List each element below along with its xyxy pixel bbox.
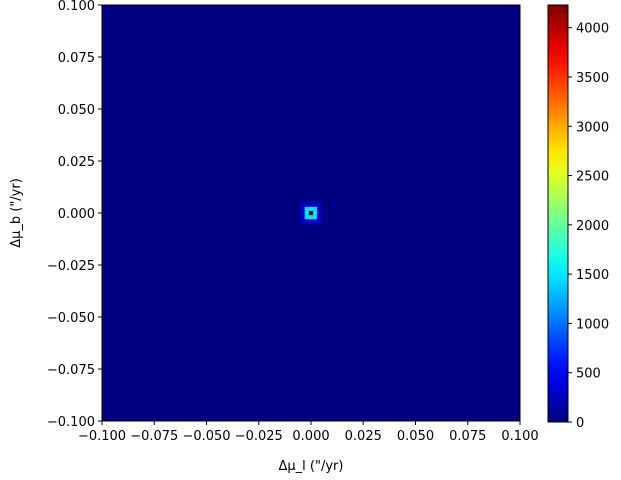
heatmap-cell bbox=[313, 206, 318, 211]
y-tick-label: 0.075 bbox=[58, 51, 95, 66]
x-tick-label: 0.000 bbox=[292, 429, 329, 444]
heatmap-cell bbox=[317, 215, 322, 220]
colorbar: 0 500 1000 1500 2000 2500 3000 3500 4000 bbox=[547, 4, 609, 431]
heatmap-cell bbox=[313, 219, 318, 224]
y-tick-label: −0.025 bbox=[47, 259, 95, 274]
colorbar-tick-label: 1000 bbox=[576, 317, 609, 332]
colorbar-scale bbox=[547, 4, 569, 423]
heatmap-cell bbox=[317, 219, 322, 224]
axes: −0.100 −0.075 −0.050 −0.025 0.000 0.025 0.050 0… bbox=[47, 0, 539, 444]
heatmap-cell bbox=[304, 206, 309, 211]
colorbar-tick-label: 2500 bbox=[576, 170, 609, 185]
colorbar-tick-label: 4000 bbox=[576, 22, 609, 37]
heatmap-cell bbox=[308, 219, 314, 224]
heatmap-cell bbox=[313, 210, 318, 216]
heatmap-cell bbox=[300, 206, 305, 211]
x-axis-label: Δμ_l ("/yr) bbox=[279, 459, 344, 474]
heatmap-cell bbox=[304, 210, 309, 216]
x-tick-label: −0.025 bbox=[235, 429, 283, 444]
colorbar-tick-label: 0 bbox=[576, 416, 584, 431]
heatmap-cell bbox=[308, 210, 314, 216]
x-tick-label: 0.050 bbox=[397, 429, 434, 444]
x-tick-label: −0.075 bbox=[130, 429, 178, 444]
colorbar-tick-label: 1500 bbox=[576, 268, 609, 283]
heatmap-cell bbox=[317, 210, 322, 216]
heatmap-cell bbox=[300, 202, 305, 207]
heatmap-cell bbox=[300, 215, 305, 220]
colorbar-tick-label: 2000 bbox=[576, 219, 609, 234]
heatmap-cell bbox=[300, 219, 305, 224]
x-tick-label: −0.100 bbox=[78, 429, 126, 444]
x-tick-label: 0.025 bbox=[345, 429, 382, 444]
heatmap-cell bbox=[308, 202, 314, 207]
heatmap-cell bbox=[304, 219, 309, 224]
heatmap-cell bbox=[317, 206, 322, 211]
x-tick-label: 0.075 bbox=[449, 429, 486, 444]
y-tick-label: −0.100 bbox=[47, 415, 95, 430]
y-tick-label: 0.000 bbox=[58, 207, 95, 222]
heatmap-area bbox=[102, 5, 520, 421]
x-tick-label: 0.100 bbox=[501, 429, 538, 444]
heatmap-cell bbox=[304, 202, 309, 207]
y-tick-label: 0.025 bbox=[58, 155, 95, 170]
colorbar-tick-label: 500 bbox=[576, 367, 601, 382]
y-tick-label: 0.050 bbox=[58, 103, 95, 118]
heatmap-cell bbox=[300, 210, 305, 216]
colorbar-tick-label: 3000 bbox=[576, 120, 609, 135]
heatmap-cell bbox=[313, 215, 318, 220]
heatmap-cell bbox=[317, 202, 322, 207]
x-tick-label: −0.050 bbox=[182, 429, 230, 444]
heatmap-cell bbox=[308, 206, 314, 211]
y-tick-label: −0.075 bbox=[47, 363, 95, 378]
heatmap-cell bbox=[313, 202, 318, 207]
heatmap-cell bbox=[308, 215, 314, 220]
y-tick-label: −0.050 bbox=[47, 311, 95, 326]
y-tick-label: 0.100 bbox=[58, 0, 95, 14]
y-axis-label: Δμ_b ("/yr) bbox=[9, 178, 24, 248]
colorbar-tick-label: 3500 bbox=[576, 71, 609, 86]
heatmap-cell bbox=[304, 215, 309, 220]
